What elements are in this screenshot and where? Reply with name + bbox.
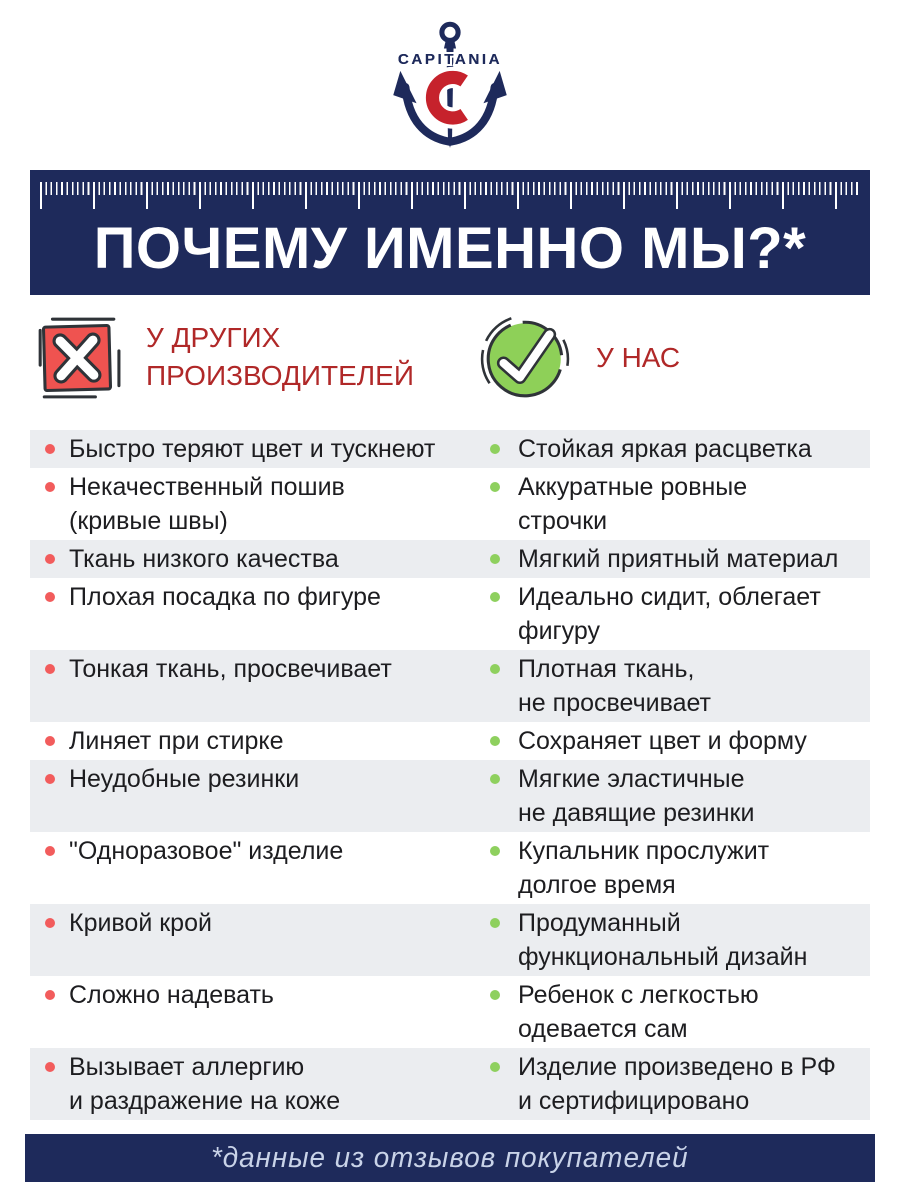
red-bullet-icon: [45, 846, 55, 856]
comparison-row: Неудобные резинки Мягкие эластичные не да…: [30, 760, 870, 832]
con-text: Некачественный пошив (кривые швы): [69, 473, 345, 535]
green-bullet-icon: [490, 664, 500, 674]
comparison-list: Быстро теряют цвет и тускнеют Стойкая ярк…: [30, 430, 870, 1120]
pro-text: Идеально сидит, облегает фигуру: [518, 583, 821, 645]
red-bullet-icon: [45, 736, 55, 746]
others-header-label: У ДРУГИХ ПРОИЗВОДИТЕЛЕЙ: [146, 322, 414, 391]
comparison-row: Плохая посадка по фигуре Идеально сидит, …: [30, 578, 870, 650]
comparison-row: Линяет при стирке Сохраняет цвет и форму: [30, 722, 870, 760]
ruler-ticks-icon: [40, 182, 858, 209]
pro-cell: Аккуратные ровные строчки: [475, 470, 870, 538]
others-header: У ДРУГИХ ПРОИЗВОДИТЕЛЕЙ: [32, 311, 414, 403]
red-bullet-icon: [45, 1062, 55, 1072]
logo: CAPITANIA CAPITANIA: [0, 0, 900, 160]
red-bullet-icon: [45, 664, 55, 674]
pro-text: Мягкий приятный материал: [518, 545, 839, 573]
pro-text: Стойкая яркая расцветка: [518, 435, 812, 463]
comparison-row: Кривой крой Продуманный функциональный ди…: [30, 904, 870, 976]
con-cell: Тонкая ткань, просвечивает: [30, 652, 475, 720]
pro-text: Аккуратные ровные строчки: [518, 473, 748, 535]
pro-cell: Идеально сидит, облегает фигуру: [475, 580, 870, 648]
green-bullet-icon: [490, 918, 500, 928]
comparison-row: Быстро теряют цвет и тускнеют Стойкая ярк…: [30, 430, 870, 468]
comparison-row: Некачественный пошив (кривые швы) Аккурат…: [30, 468, 870, 540]
con-text: Сложно надевать: [69, 981, 274, 1009]
con-cell: Неудобные резинки: [30, 762, 475, 830]
con-cell: Быстро теряют цвет и тускнеют: [30, 432, 475, 466]
red-bullet-icon: [45, 990, 55, 1000]
pro-cell: Ребенок с легкостью одевается сам: [475, 978, 870, 1046]
green-bullet-icon: [490, 592, 500, 602]
comparison-row: Вызывает аллергию и раздражение на коже И…: [30, 1048, 870, 1120]
comparison-row: Ткань низкого качества Мягкий приятный ма…: [30, 540, 870, 578]
con-cell: Линяет при стирке: [30, 724, 475, 758]
red-bullet-icon: [45, 774, 55, 784]
pro-text: Плотная ткань, не просвечивает: [518, 655, 711, 717]
pro-cell: Продуманный функциональный дизайн: [475, 906, 870, 974]
pro-text: Изделие произведено в РФ и сертифицирова…: [518, 1053, 836, 1115]
pro-text: Купальник прослужит долгое время: [518, 837, 770, 899]
green-bullet-icon: [490, 846, 500, 856]
con-cell: Сложно надевать: [30, 978, 475, 1046]
us-header-label: У НАС: [596, 342, 681, 373]
comparison-row: Сложно надевать Ребенок с легкостью одева…: [30, 976, 870, 1048]
con-text: Быстро теряют цвет и тускнеют: [69, 435, 436, 463]
pro-text: Мягкие эластичные не давящие резинки: [518, 765, 755, 827]
x-mark-icon: [38, 317, 121, 399]
con-cell: "Одноразовое" изделие: [30, 834, 475, 902]
con-text: "Одноразовое" изделие: [69, 837, 344, 865]
con-cell: Ткань низкого качества: [30, 542, 475, 576]
pro-text: Ребенок с легкостью одевается сам: [518, 981, 759, 1043]
green-bullet-icon: [490, 990, 500, 1000]
pro-cell: Мягкий приятный материал: [475, 542, 870, 576]
pro-cell: Мягкие эластичные не давящие резинки: [475, 762, 870, 830]
green-bullet-icon: [490, 444, 500, 454]
red-bullet-icon: [45, 918, 55, 928]
brand-wordmark: CAPITANIA: [398, 51, 502, 68]
con-text: Вызывает аллергию и раздражение на коже: [69, 1053, 341, 1115]
green-bullet-icon: [490, 482, 500, 492]
green-bullet-icon: [490, 1062, 500, 1072]
svg-text:CAPITANIA: CAPITANIA: [398, 51, 502, 68]
pro-cell: Купальник прослужит долгое время: [475, 834, 870, 902]
con-text: Кривой крой: [69, 909, 212, 937]
con-cell: Плохая посадка по фигуре: [30, 580, 475, 648]
anchor-icon: CAPITANIA CAPITANIA: [393, 21, 507, 148]
green-bullet-icon: [490, 554, 500, 564]
pro-text: Продуманный функциональный дизайн: [518, 909, 808, 971]
pro-cell: Изделие произведено в РФ и сертифицирова…: [475, 1050, 870, 1118]
green-bullet-icon: [490, 774, 500, 784]
red-bullet-icon: [45, 592, 55, 602]
con-cell: Некачественный пошив (кривые швы): [30, 470, 475, 538]
con-text: Плохая посадка по фигуре: [69, 583, 381, 611]
con-text: Линяет при стирке: [69, 727, 284, 755]
comparison-header: У ДРУГИХ ПРОИЗВОДИТЕЛЕЙ У НАС: [30, 311, 870, 405]
con-cell: Вызывает аллергию и раздражение на коже: [30, 1050, 475, 1118]
pro-cell: Плотная ткань, не просвечивает: [475, 652, 870, 720]
page-title: ПОЧЕМУ ИМЕННО МЫ?*: [93, 216, 807, 281]
comparison-row: "Одноразовое" изделие Купальник прослужит…: [30, 832, 870, 904]
red-bullet-icon: [45, 554, 55, 564]
comparison-row: Тонкая ткань, просвечивает Плотная ткань,…: [30, 650, 870, 722]
footer-banner: *данные из отзывов покупателей: [25, 1134, 875, 1182]
pro-cell: Стойкая яркая расцветка: [475, 432, 870, 466]
green-bullet-icon: [490, 736, 500, 746]
con-text: Ткань низкого качества: [69, 545, 339, 573]
pro-cell: Сохраняет цвет и форму: [475, 724, 870, 758]
con-text: Тонкая ткань, просвечивает: [69, 655, 392, 683]
red-bullet-icon: [45, 482, 55, 492]
us-header: У НАС: [478, 311, 680, 405]
con-cell: Кривой крой: [30, 906, 475, 974]
title-banner: ПОЧЕМУ ИМЕННО МЫ?*: [30, 170, 870, 295]
con-text: Неудобные резинки: [69, 765, 300, 793]
red-bullet-icon: [45, 444, 55, 454]
pro-text: Сохраняет цвет и форму: [518, 727, 807, 755]
checkmark-icon: [480, 314, 570, 404]
footer-note: *данные из отзывов покупателей: [211, 1141, 689, 1174]
